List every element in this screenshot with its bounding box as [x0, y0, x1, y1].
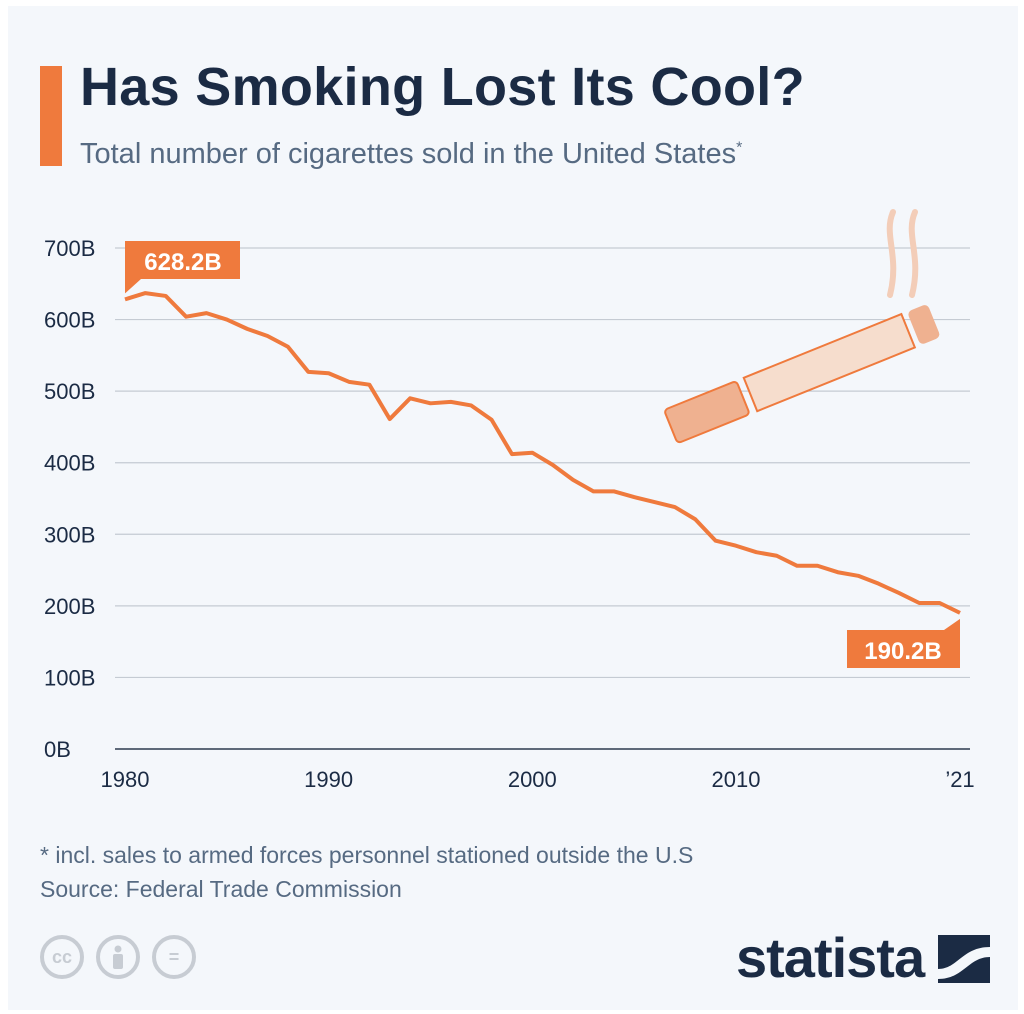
cigarette-filter [664, 380, 750, 444]
x-tick-label: 1980 [101, 767, 150, 792]
cigarette-tip [908, 305, 940, 344]
subtitle-text: Total number of cigarettes sold in the U… [80, 138, 737, 170]
x-tick-label: 2000 [508, 767, 557, 792]
x-tick-label: ’21 [945, 767, 974, 792]
annotation-box-end [847, 618, 960, 668]
x-tick-label: 2010 [711, 767, 760, 792]
statista-logo-mark-icon [938, 935, 990, 983]
cigarette-illustration [664, 209, 940, 444]
y-tick-label: 200B [44, 594, 95, 619]
source: Source: Federal Trade Commission [40, 876, 402, 902]
y-tick-label: 300B [44, 522, 95, 547]
title-accent-bar [40, 66, 62, 166]
cigarette-body [742, 312, 917, 413]
y-tick-label: 700B [44, 236, 95, 261]
smoke-icon [886, 209, 897, 298]
y-tick-label: 100B [44, 665, 95, 690]
footnote: * incl. sales to armed forces personnel … [40, 842, 694, 868]
statista-logo[interactable]: statista [736, 926, 925, 989]
smoke-icon [908, 209, 919, 298]
y-tick-label: 0B [44, 737, 71, 762]
y-tick-label: 600B [44, 308, 95, 333]
chart-card [8, 6, 1018, 1010]
annotation-box-start [125, 241, 240, 294]
annotation-label-start: 628.2B [144, 249, 221, 276]
chart-subtitle: Total number of cigarettes sold in the U… [80, 138, 742, 171]
annotation-label-end: 190.2B [864, 638, 941, 665]
attribution-icon[interactable] [96, 935, 140, 979]
subtitle-footnote-mark: * [736, 139, 743, 157]
data-line [124, 291, 961, 615]
y-tick-label: 500B [44, 379, 95, 404]
cc-icon[interactable]: cc [40, 935, 84, 979]
license-icons: cc = [40, 935, 196, 979]
y-tick-label: 400B [44, 451, 95, 476]
x-tick-label: 1990 [304, 767, 353, 792]
chart-title: Has Smoking Lost Its Cool? [80, 57, 805, 117]
no-derivatives-icon[interactable]: = [152, 935, 196, 979]
